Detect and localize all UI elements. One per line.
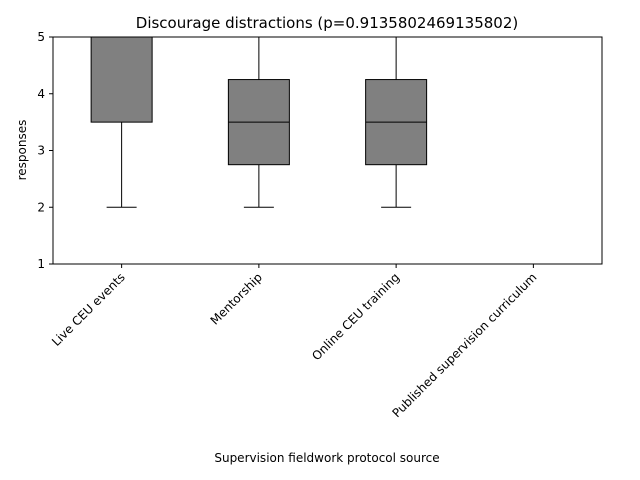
x-tick-label: Published supervision curriculum — [389, 270, 539, 420]
plot-area — [90, 36, 564, 208]
y-tick-label: 1 — [37, 257, 45, 271]
x-tick-label: Live CEU events — [49, 270, 128, 349]
y-tick-label: 5 — [37, 30, 45, 44]
box — [90, 36, 153, 123]
box-group — [90, 36, 153, 208]
y-tick-label: 2 — [37, 200, 45, 214]
x-tick-label: Online CEU training — [309, 270, 402, 363]
x-axis-label: Supervision fieldwork protocol source — [214, 451, 439, 465]
y-axis: 1 2 3 4 5 — [37, 30, 53, 271]
box-group — [365, 36, 428, 208]
chart-title: Discourage distractions (p=0.91358024691… — [136, 14, 518, 32]
x-axis: Live CEU events Mentorship Online CEU trai… — [49, 264, 539, 420]
y-tick-label: 3 — [37, 144, 45, 158]
box-group — [227, 36, 290, 208]
y-tick-label: 4 — [37, 87, 45, 101]
x-tick-label: Mentorship — [208, 270, 265, 327]
y-axis-label: responses — [15, 120, 29, 181]
